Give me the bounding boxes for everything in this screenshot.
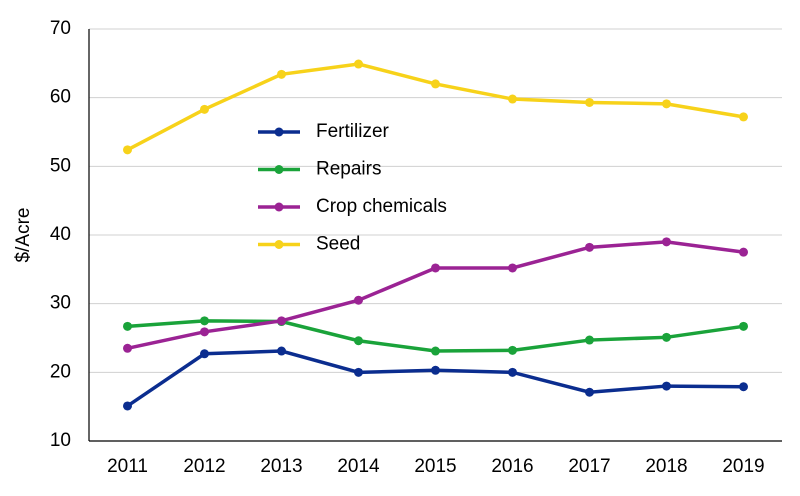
legend-label: Repairs <box>316 159 381 180</box>
data-point <box>354 295 363 305</box>
data-point <box>585 335 594 345</box>
x-tick-label: 2019 <box>722 456 764 477</box>
data-point <box>200 349 209 359</box>
data-point <box>585 242 594 252</box>
data-point <box>123 401 132 411</box>
x-tick-label: 2018 <box>645 456 687 477</box>
data-point <box>508 367 517 377</box>
legend-label: Seed <box>316 234 360 255</box>
y-axis-label: $/Acre <box>13 208 34 263</box>
y-tick-label: 30 <box>50 293 71 314</box>
data-point <box>200 316 209 326</box>
data-point <box>508 94 517 104</box>
y-tick-label: 60 <box>50 87 71 108</box>
y-tick-label: 40 <box>50 224 71 245</box>
x-tick-label: 2012 <box>183 456 225 477</box>
data-point <box>431 346 440 356</box>
data-point <box>662 237 671 247</box>
y-tick-label: 50 <box>50 155 71 176</box>
series-line <box>126 349 744 408</box>
data-point <box>739 321 748 331</box>
x-tick-label: 2013 <box>260 456 302 477</box>
data-point <box>123 343 132 353</box>
data-point <box>354 336 363 346</box>
data-point <box>123 321 132 331</box>
data-point <box>739 247 748 257</box>
data-point <box>662 332 671 342</box>
data-point <box>200 327 209 337</box>
y-tick-label: 10 <box>50 430 71 451</box>
y-tick-label: 70 <box>50 18 71 39</box>
legend-label: Crop chemicals <box>316 196 447 217</box>
data-point <box>739 112 748 122</box>
data-point <box>277 69 286 79</box>
data-point <box>585 97 594 107</box>
series-line <box>126 62 744 152</box>
legend-marker <box>274 240 284 249</box>
data-point <box>431 263 440 273</box>
legend-marker <box>274 202 284 212</box>
data-point <box>354 367 363 377</box>
data-point <box>200 104 209 114</box>
data-point <box>508 263 517 273</box>
data-point <box>585 387 594 397</box>
series-line <box>127 319 744 353</box>
x-tick-label: 2016 <box>491 456 533 477</box>
data-point <box>662 99 671 109</box>
data-point <box>431 365 440 375</box>
x-tick-label: 2011 <box>107 456 148 477</box>
data-point <box>508 345 517 355</box>
x-tick-label: 2015 <box>414 456 456 477</box>
x-tick-label: 2017 <box>568 456 610 477</box>
data-point <box>123 145 132 155</box>
legend-marker <box>274 127 284 137</box>
legend-marker <box>274 165 284 174</box>
data-point <box>277 316 286 326</box>
data-point <box>431 79 440 89</box>
data-point <box>277 346 286 356</box>
y-tick-label: 20 <box>50 361 71 382</box>
legend-label: Fertilizer <box>316 121 390 142</box>
x-tick-label: 2014 <box>337 456 380 477</box>
data-point <box>739 382 748 392</box>
data-point <box>354 59 363 69</box>
series-line <box>127 240 744 351</box>
data-point <box>662 381 671 391</box>
